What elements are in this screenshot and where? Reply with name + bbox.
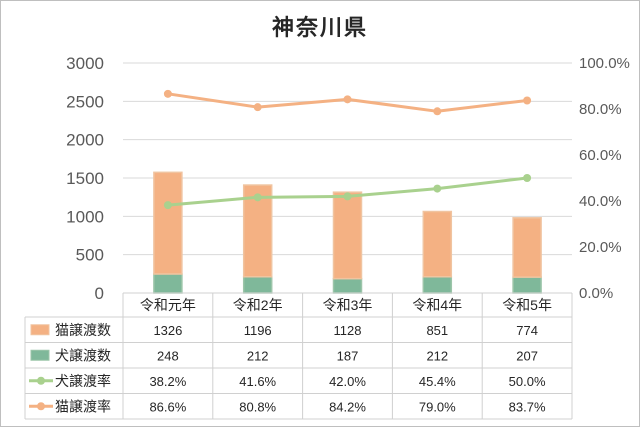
left-tick-label: 2500 bbox=[66, 92, 104, 111]
cat-rate-value-4: 79.0% bbox=[419, 399, 456, 414]
dog-count-value-1: 248 bbox=[157, 348, 179, 363]
dog-rate-value-4: 45.4% bbox=[419, 374, 456, 389]
dog-count-legend-swatch bbox=[30, 349, 50, 361]
dog-rate-legend-marker bbox=[37, 376, 45, 385]
dog-count-value-4: 212 bbox=[426, 348, 448, 363]
cat-count-legend-label: 猫譲渡数 bbox=[55, 322, 111, 338]
cat-count-value-2: 1196 bbox=[244, 323, 272, 338]
dog-count-bar-5 bbox=[512, 276, 542, 294]
dog-count-value-3: 187 bbox=[337, 348, 359, 363]
category-label-4: 令和4年 bbox=[412, 297, 462, 313]
category-label-5: 令和5年 bbox=[502, 297, 552, 313]
dog-count-legend-label: 犬譲渡数 bbox=[55, 347, 111, 363]
left-tick-label: 1500 bbox=[66, 169, 104, 188]
left-tick-label: 0 bbox=[95, 284, 104, 303]
dog-rate-value-3: 42.0% bbox=[329, 374, 366, 389]
dog-rate-point-5 bbox=[523, 174, 532, 182]
cat-rate-point-5 bbox=[523, 96, 532, 105]
cat-rate-point-4 bbox=[433, 107, 442, 116]
cat-count-bar-4 bbox=[422, 210, 453, 278]
cat-rate-value-1: 86.6% bbox=[149, 399, 186, 414]
rate-lines bbox=[163, 89, 532, 210]
dog-rate-value-2: 41.6% bbox=[239, 374, 276, 389]
cat-rate-point-1 bbox=[163, 89, 172, 98]
cat-count-bar-1 bbox=[153, 171, 183, 275]
cat-count-value-4: 851 bbox=[426, 323, 448, 338]
right-tick-label: 80.0% bbox=[579, 101, 622, 118]
dog-count-value-2: 212 bbox=[247, 348, 269, 363]
dog-rate-point-3 bbox=[343, 192, 352, 201]
category-label-2: 令和2年 bbox=[233, 297, 283, 313]
right-tick-label: 20.0% bbox=[579, 239, 622, 256]
cat-rate-value-2: 80.8% bbox=[239, 399, 276, 414]
left-tick-label: 500 bbox=[76, 246, 104, 265]
left-axis-ticks: 0 500 1000 1500 2000 2500 3000 bbox=[66, 54, 104, 303]
left-tick-label: 3000 bbox=[66, 54, 104, 73]
cat-rate-value-5: 83.7% bbox=[509, 399, 546, 414]
left-tick-label: 2000 bbox=[66, 131, 104, 150]
left-tick-label: 1000 bbox=[66, 207, 104, 226]
chart-title: 神奈川県 bbox=[271, 15, 368, 40]
dog-count-bar-2 bbox=[242, 275, 273, 294]
right-axis-ticks: 0.0% 20.0% 40.0% 60.0% 80.0% 100.0% bbox=[579, 55, 630, 302]
dog-rate-point-2 bbox=[253, 193, 262, 202]
dog-rate-legend-label: 犬譲渡率 bbox=[55, 373, 111, 389]
cat-count-value-1: 1326 bbox=[153, 323, 182, 338]
right-tick-label: 40.0% bbox=[579, 193, 622, 210]
dog-count-value-5: 207 bbox=[516, 348, 538, 363]
dog-count-bar-3 bbox=[332, 277, 363, 294]
cat-count-value-5: 774 bbox=[516, 323, 538, 338]
right-tick-label: 0.0% bbox=[579, 285, 613, 302]
cat-rate-point-3 bbox=[343, 95, 352, 104]
dog-rate-value-5: 50.0% bbox=[509, 374, 546, 389]
cat-count-bar-3 bbox=[332, 191, 363, 280]
dog-rate-point-1 bbox=[163, 201, 172, 210]
category-label-3: 令和3年 bbox=[323, 297, 373, 313]
cat-count-legend-swatch bbox=[30, 324, 50, 336]
stacked-bars bbox=[153, 171, 542, 294]
cat-rate-value-3: 84.2% bbox=[329, 399, 366, 414]
right-tick-label: 100.0% bbox=[579, 55, 630, 72]
cat-rate-legend-marker bbox=[37, 402, 45, 411]
cat-count-bar-5 bbox=[512, 217, 542, 278]
dog-count-bar-1 bbox=[153, 273, 183, 294]
right-tick-label: 60.0% bbox=[579, 147, 622, 164]
cat-rate-legend-label: 猫譲渡率 bbox=[55, 398, 111, 414]
cat-count-value-3: 1128 bbox=[334, 323, 362, 338]
dog-rate-point-4 bbox=[433, 184, 442, 193]
category-label-1: 令和元年 bbox=[140, 297, 196, 313]
dog-rate-value-1: 38.2% bbox=[149, 374, 186, 389]
cat-rate-point-2 bbox=[253, 103, 262, 112]
dog-count-bar-4 bbox=[422, 275, 453, 294]
